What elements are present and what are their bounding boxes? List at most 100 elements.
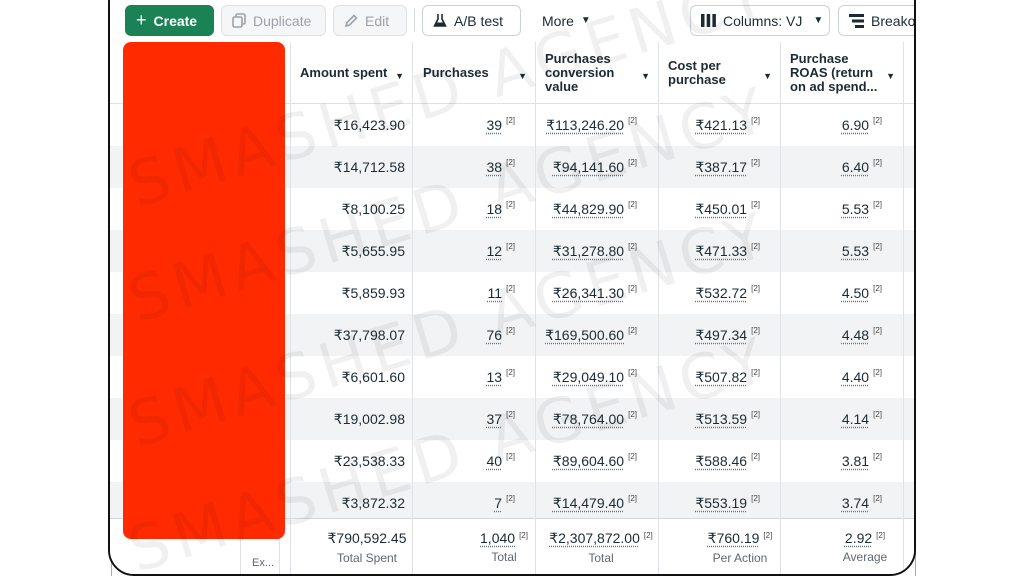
cell-cost-per-purchase[interactable]: ₹387.17 [2] [660, 146, 760, 188]
cell-value[interactable]: 4.14 [841, 411, 870, 427]
header-roas[interactable]: Purchase ROAS (return on ad spend... ▼ [790, 42, 903, 104]
cell-roas[interactable]: 4.48 [2] [782, 314, 882, 356]
cell-value[interactable]: ₹387.17 [695, 158, 748, 175]
cell-purchases[interactable]: 76 [2] [414, 314, 515, 356]
cell-conversion-value[interactable]: ₹31,278.80 [2] [537, 230, 637, 272]
cell-value[interactable]: 76 [486, 327, 503, 343]
cell-value[interactable]: 18 [486, 201, 503, 217]
cell-value[interactable]: 5.53 [841, 243, 870, 259]
header-amount-spent[interactable]: Amount spent ▼ [300, 42, 412, 104]
cell-cost-per-purchase[interactable]: ₹553.19 [2] [660, 482, 760, 524]
cell-value[interactable]: 6.90 [841, 117, 870, 133]
header-cost-per-purchase[interactable]: Cost per purchase ▼ [668, 42, 780, 104]
cell-value[interactable]: ₹169,500.60 [545, 326, 625, 343]
header-conversion-value[interactable]: Purchases conversion value ▼ [545, 42, 658, 104]
cell-purchases[interactable]: 39 [2] [414, 104, 515, 146]
cell-value[interactable]: ₹497.34 [695, 326, 748, 343]
total-value[interactable]: 2.92 [844, 530, 873, 546]
cell-roas[interactable]: 6.90 [2] [782, 104, 882, 146]
cell-value[interactable]: ₹14,479.40 [552, 494, 625, 511]
cell-value[interactable]: 40 [486, 453, 503, 469]
cell-conversion-value[interactable]: ₹89,604.60 [2] [537, 440, 637, 482]
cell-value[interactable]: ₹513.59 [695, 410, 748, 427]
cell-roas[interactable]: 5.53 [2] [782, 230, 882, 272]
cell-roas[interactable]: 3.74 [2] [782, 482, 882, 524]
cell-purchases[interactable]: 37 [2] [414, 398, 515, 440]
cell-value[interactable]: 3.81 [841, 453, 870, 469]
cell-value[interactable]: ₹44,829.90 [552, 200, 625, 217]
cell-value[interactable]: 39 [486, 117, 503, 133]
columns-dropdown[interactable]: Columns: VJ ▼ [690, 5, 830, 36]
cell-cost-per-purchase[interactable]: ₹421.13 [2] [660, 104, 760, 146]
table-row[interactable]: ₹6,601.60 13 [2] ₹29,049.10 [2] ₹507.82 [2] 4.4… [110, 356, 914, 398]
cell-value[interactable]: 7 [494, 495, 503, 511]
cell-value[interactable]: 3.74 [841, 495, 870, 511]
cell-value[interactable]: 11 [487, 285, 503, 301]
cell-purchases[interactable]: 13 [2] [414, 356, 515, 398]
cell-cost-per-purchase[interactable]: ₹450.01 [2] [660, 188, 760, 230]
cell-value[interactable]: ₹553.19 [695, 494, 748, 511]
cell-roas[interactable]: 4.14 [2] [782, 398, 882, 440]
cell-roas[interactable]: 6.40 [2] [782, 146, 882, 188]
edit-button[interactable]: Edit [333, 5, 407, 36]
cell-value[interactable]: ₹588.46 [695, 452, 748, 469]
cell-cost-per-purchase[interactable]: ₹588.46 [2] [660, 440, 760, 482]
cell-conversion-value[interactable]: ₹26,341.30 [2] [537, 272, 637, 314]
cell-cost-per-purchase[interactable]: ₹497.34 [2] [660, 314, 760, 356]
cell-value[interactable]: ₹31,278.80 [552, 242, 625, 259]
table-row[interactable]: ₹23,538.33 40 [2] ₹89,604.60 [2] ₹588.46 [2] 3.… [110, 440, 914, 482]
cell-value[interactable]: ₹26,341.30 [552, 284, 625, 301]
cell-value[interactable]: ₹78,764.00 [552, 410, 625, 427]
breakdown-dropdown[interactable]: Breako [838, 5, 914, 36]
cell-value[interactable]: 38 [486, 159, 503, 175]
cell-value[interactable]: ₹89,604.60 [552, 452, 625, 469]
cell-purchases[interactable]: 18 [2] [414, 188, 515, 230]
cell-value[interactable]: 4.40 [841, 369, 870, 385]
cell-cost-per-purchase[interactable]: ₹513.59 [2] [660, 398, 760, 440]
cell-value[interactable]: ₹532.72 [695, 284, 748, 301]
cell-value[interactable]: 37 [486, 411, 503, 427]
total-value[interactable]: ₹760.19 [707, 529, 760, 546]
create-button[interactable]: + Create [125, 5, 214, 36]
cell-value[interactable]: 4.48 [841, 327, 870, 343]
cell-roas[interactable]: 4.40 [2] [782, 356, 882, 398]
total-value[interactable]: ₹2,307,872.00 [549, 529, 640, 546]
header-purchases[interactable]: Purchases ▼ [423, 42, 535, 104]
ab-test-button[interactable]: A/B test [422, 5, 521, 36]
cell-value[interactable]: ₹29,049.10 [552, 368, 625, 385]
cell-cost-per-purchase[interactable]: ₹471.33 [2] [660, 230, 760, 272]
cell-roas[interactable]: 4.50 [2] [782, 272, 882, 314]
cell-value[interactable]: ₹450.01 [695, 200, 748, 217]
cell-value[interactable]: ₹471.33 [695, 242, 748, 259]
duplicate-button[interactable]: Duplicate [221, 5, 326, 36]
cell-value[interactable]: ₹113,246.20 [546, 116, 625, 133]
cell-purchases[interactable]: 12 [2] [414, 230, 515, 272]
cell-conversion-value[interactable]: ₹78,764.00 [2] [537, 398, 637, 440]
cell-value[interactable]: 4.50 [841, 285, 870, 301]
cell-conversion-value[interactable]: ₹29,049.10 [2] [537, 356, 637, 398]
cell-conversion-value[interactable]: ₹113,246.20 [2] [537, 104, 637, 146]
cell-cost-per-purchase[interactable]: ₹532.72 [2] [660, 272, 760, 314]
cell-value[interactable]: 12 [486, 243, 503, 259]
table-row[interactable]: ₹5,859.93 11 [2] ₹26,341.30 [2] ₹532.72 [2] 4.5… [110, 272, 914, 314]
cell-roas[interactable]: 3.81 [2] [782, 440, 882, 482]
cell-purchases[interactable]: 40 [2] [414, 440, 515, 482]
cell-conversion-value[interactable]: ₹44,829.90 [2] [537, 188, 637, 230]
cell-purchases[interactable]: 7 [2] [414, 482, 515, 524]
cell-value[interactable]: 6.40 [841, 159, 870, 175]
cell-value[interactable]: ₹507.82 [695, 368, 748, 385]
cell-conversion-value[interactable]: ₹14,479.40 [2] [537, 482, 637, 524]
cell-value[interactable]: ₹94,141.60 [552, 158, 625, 175]
cell-value[interactable]: ₹421.13 [695, 116, 748, 133]
total-value[interactable]: 1,040 [480, 530, 516, 546]
cell-purchases[interactable]: 38 [2] [414, 146, 515, 188]
cell-conversion-value[interactable]: ₹169,500.60 [2] [537, 314, 637, 356]
cell-value[interactable]: 13 [486, 369, 503, 385]
cell-roas[interactable]: 5.53 [2] [782, 188, 882, 230]
cell-purchases[interactable]: 11 [2] [414, 272, 515, 314]
cell-value[interactable]: 5.53 [841, 201, 870, 217]
more-button[interactable]: More ▼ [532, 5, 602, 36]
cell-conversion-value[interactable]: ₹94,141.60 [2] [537, 146, 637, 188]
table-row[interactable]: ₹8,100.25 18 [2] ₹44,829.90 [2] ₹450.01 [2] 5.5… [110, 188, 914, 230]
cell-cost-per-purchase[interactable]: ₹507.82 [2] [660, 356, 760, 398]
